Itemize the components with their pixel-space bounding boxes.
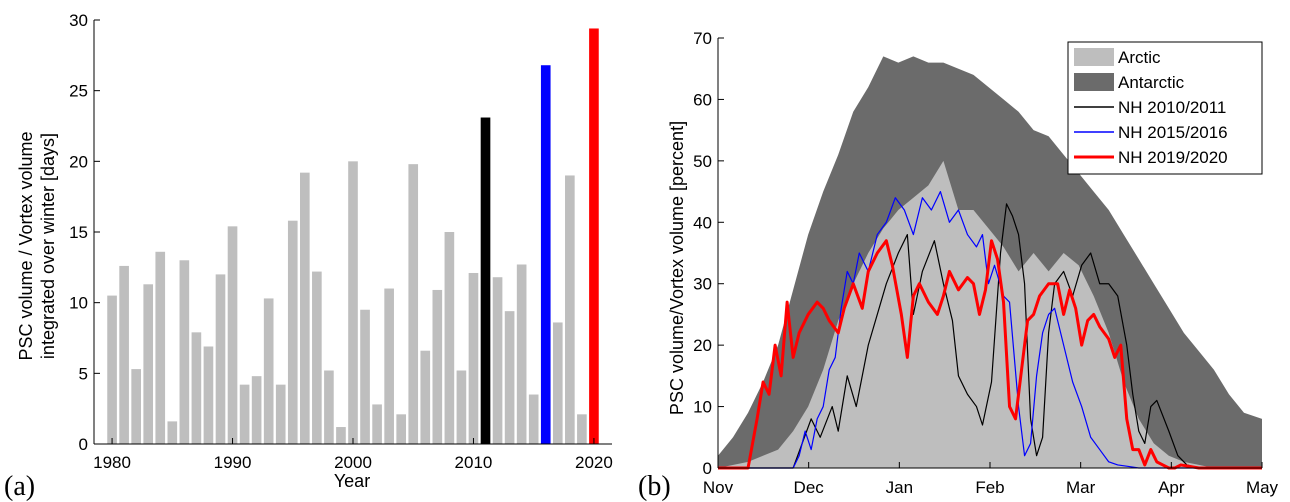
legend-label-arctic: Arctic (1118, 48, 1161, 67)
y-tick-label-b: 20 (693, 336, 712, 355)
bar-2006 (420, 350, 431, 444)
bar-2018 (565, 175, 575, 444)
x-tick-label-a: 2000 (334, 453, 372, 472)
bar-1989 (215, 274, 226, 444)
area-chart-panel-b: 0 10 20 30 40 50 60 70 Nov Dec Jan Feb Mar Apr May PSC… (638, 29, 1279, 502)
legend-label-nh-2010-2011: NH 2010/2011 (1118, 98, 1226, 117)
line-nh-2015-2016 (718, 190, 1262, 469)
panel-label-b: (b) (638, 471, 671, 502)
bar-2009 (456, 370, 467, 444)
y-tick-label-b: 30 (693, 275, 712, 294)
bar-2011 (480, 117, 491, 445)
bar-1985 (167, 421, 178, 444)
bar-1991 (239, 384, 250, 444)
bar-1981 (119, 265, 129, 444)
x-tick-label-a: 2020 (575, 453, 613, 472)
x-tick-label-b: Dec (794, 478, 825, 497)
y-tick-label-a: 0 (79, 435, 88, 454)
bar-2002 (372, 404, 382, 444)
bar-2001 (360, 309, 370, 444)
x-tick-label-a: 1980 (93, 453, 131, 472)
legend-swatch-arctic (1074, 48, 1114, 66)
bar-2008 (444, 232, 455, 444)
bar-1999 (336, 427, 346, 444)
y-tick-label-a: 15 (69, 223, 88, 242)
bar-2010 (468, 272, 479, 444)
bar-2007 (432, 289, 443, 444)
bar-1983 (143, 284, 154, 444)
y-axis-label-a-line2: integrated over winter [days] (38, 133, 58, 359)
legend: Arctic Antarctic NH 2010/2011 NH 2015/2016 N… (1067, 41, 1263, 175)
x-tick-label-b: Nov (703, 478, 734, 497)
bar-2004 (396, 414, 407, 444)
bar-2014 (516, 264, 527, 444)
legend-label-nh-2015-2016: NH 2015/2016 (1118, 123, 1228, 142)
bar-2013 (504, 311, 515, 444)
bar-1998 (324, 370, 334, 444)
bar-2012 (492, 277, 503, 444)
bar-2019 (577, 414, 587, 444)
bar-2017 (552, 322, 563, 444)
y-tick-label-a: 10 (69, 294, 88, 313)
bar-2015 (528, 394, 539, 444)
y-tick-label-a: 30 (69, 11, 88, 30)
bar-1988 (203, 346, 214, 444)
y-axis-label-b: PSC volume/Vortex volume [percent] (667, 121, 687, 415)
legend-label-antarctic: Antarctic (1118, 73, 1185, 92)
bar-1997 (312, 271, 322, 444)
y-axis-label-a-line1: PSC volume / Vortex volume (16, 131, 36, 360)
axes-b: 0 10 20 30 40 50 60 70 Nov Dec Jan Feb Mar Apr May (693, 29, 1278, 497)
x-axis-label-a: Year (334, 471, 370, 491)
bar-1996 (299, 172, 310, 444)
x-tick-label-b: Mar (1066, 478, 1096, 497)
bar-2016 (540, 65, 551, 444)
y-tick-label-b: 40 (693, 213, 712, 232)
bar-1984 (155, 251, 166, 444)
x-tick-label-b: May (1246, 478, 1279, 497)
bar-2020 (589, 28, 599, 444)
bar-2005 (408, 164, 419, 444)
bar-1987 (191, 332, 202, 444)
x-tick-label-a: 1990 (214, 453, 252, 472)
x-tick-label-b: Feb (975, 478, 1004, 497)
bar-2003 (384, 288, 394, 444)
legend-swatch-antarctic (1074, 73, 1114, 91)
y-tick-label-a: 5 (79, 364, 88, 383)
x-tick-label-b: Apr (1158, 478, 1185, 497)
x-tick-label-b: Jan (886, 478, 913, 497)
bar-1990 (227, 226, 238, 444)
y-tick-label-b: 50 (693, 152, 712, 171)
bar-1986 (179, 260, 190, 444)
x-tick-label-a: 2010 (455, 453, 493, 472)
bar-1995 (287, 220, 298, 444)
bar-1980 (107, 295, 117, 444)
line-nh-2010-2011 (718, 203, 1262, 469)
y-tick-label-b: 10 (693, 398, 712, 417)
plot-area-b (718, 56, 1262, 470)
panel-label-a: (a) (4, 471, 35, 502)
bar-1982 (131, 369, 141, 444)
bar-1993 (263, 298, 274, 444)
line-nh-2019-2020 (718, 239, 1262, 470)
y-tick-label-a: 25 (69, 82, 88, 101)
bar-group (107, 28, 599, 445)
bar-chart-panel-a: 0 5 10 15 20 25 30 1980 1990 2000 2010 2020 Year PS… (4, 11, 613, 502)
y-tick-label-b: 70 (693, 29, 712, 48)
y-tick-label-a: 20 (69, 152, 88, 171)
bar-1992 (251, 376, 262, 444)
y-tick-label-b: 0 (703, 459, 712, 478)
bar-1994 (275, 384, 286, 444)
y-tick-label-b: 60 (693, 90, 712, 109)
legend-label-nh-2019-2020: NH 2019/2020 (1118, 148, 1228, 167)
bar-2000 (348, 161, 358, 445)
axes-a: 0 5 10 15 20 25 30 1980 1990 2000 2010 2020 (69, 11, 613, 472)
